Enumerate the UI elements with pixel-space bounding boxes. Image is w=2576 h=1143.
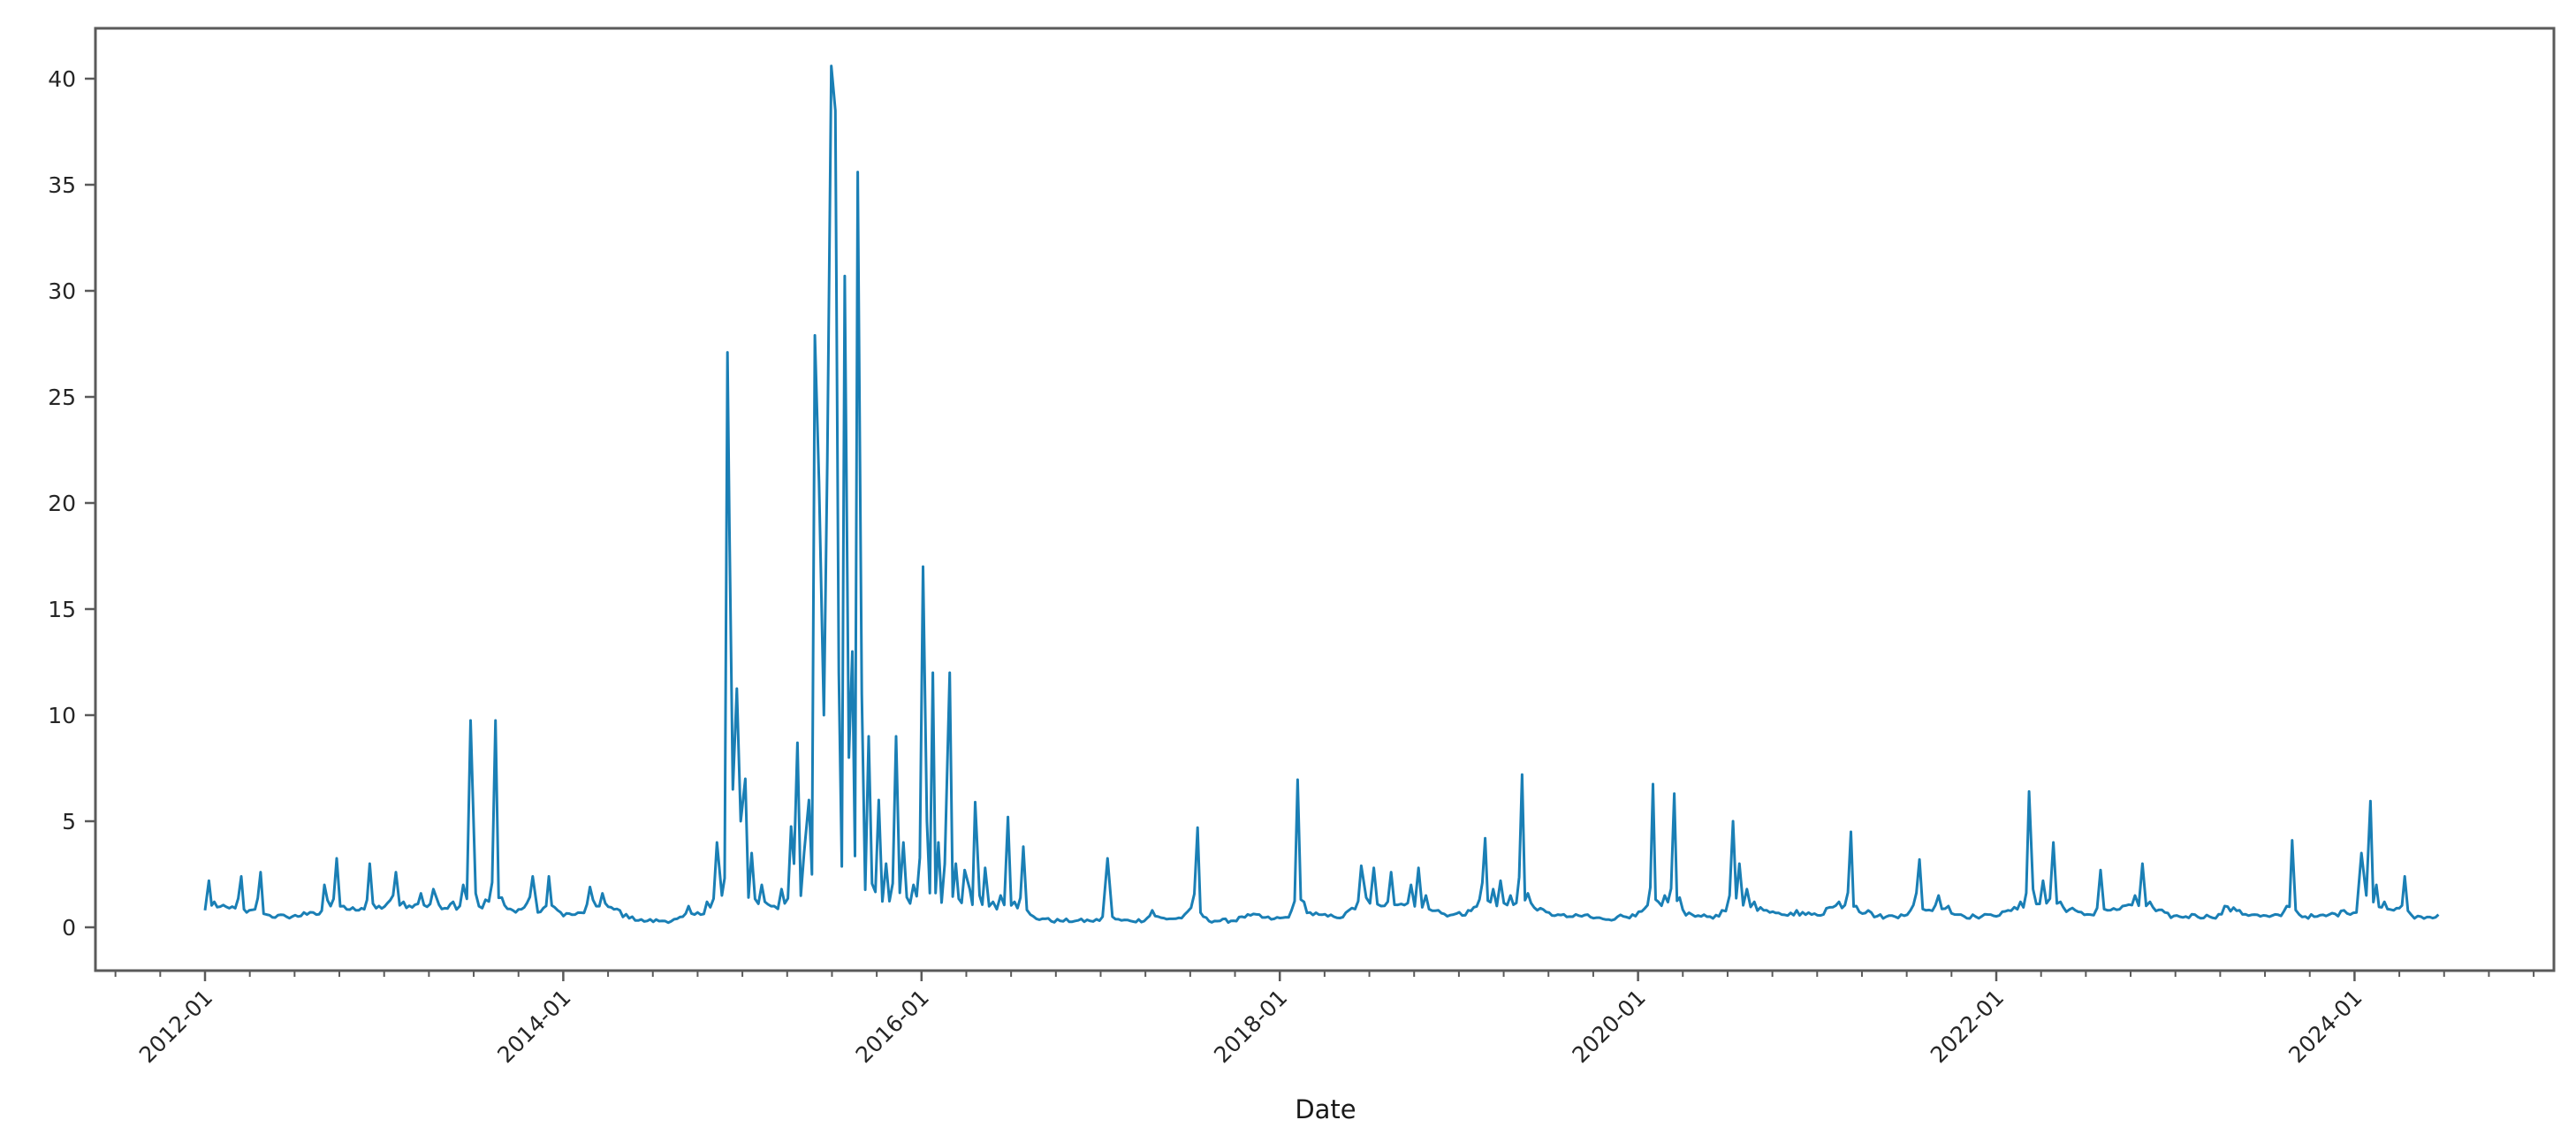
x-axis-label: Date xyxy=(1295,1094,1356,1124)
y-axis: 0 5 10 15 20 25 30 35 40 xyxy=(48,66,95,941)
y-tick-label: 30 xyxy=(48,278,76,304)
y-tick-label: 15 xyxy=(48,597,76,622)
y-tick-label: 20 xyxy=(48,491,76,516)
y-tick-label: 35 xyxy=(48,172,76,198)
plot-area xyxy=(203,65,2440,925)
y-tick-label: 10 xyxy=(48,703,76,728)
y-tick-label: 25 xyxy=(48,385,76,410)
series-line xyxy=(203,65,2440,925)
y-tick-label: 5 xyxy=(62,809,76,834)
y-tick-label: 0 xyxy=(62,915,76,941)
y-tick-label: 40 xyxy=(48,66,76,92)
